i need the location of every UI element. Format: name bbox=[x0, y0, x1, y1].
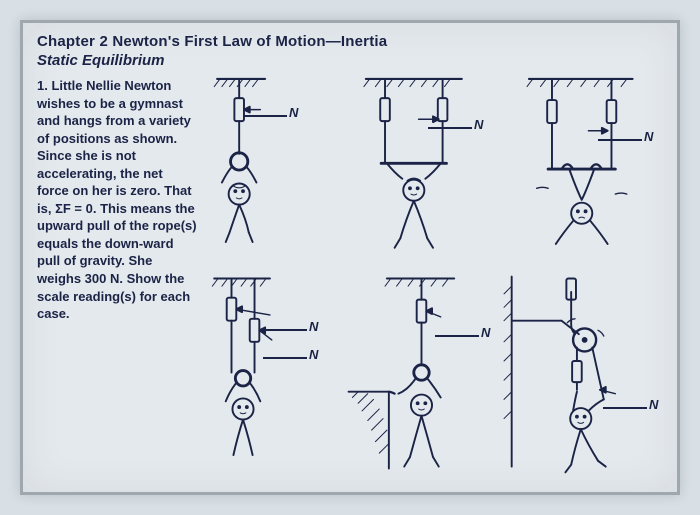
figure-5-cliff bbox=[349, 279, 455, 469]
figure-4-two-ropes bbox=[212, 279, 271, 456]
section-subheading: Static Equilibrium bbox=[37, 52, 663, 69]
blank-label-2: N bbox=[428, 117, 483, 132]
chapter-number: Chapter 2 bbox=[37, 33, 108, 50]
content-columns: 1. Little Nellie Newton wishes to be a g… bbox=[37, 77, 663, 480]
blank-label-1: N bbox=[243, 105, 298, 120]
problem-number: 1. bbox=[37, 78, 48, 93]
problem-text: Little Nellie Newton wishes to be a gymn… bbox=[37, 78, 197, 321]
figure-6-pulley bbox=[504, 277, 615, 473]
physics-diagrams-svg bbox=[203, 77, 663, 480]
blank-label-4b: N bbox=[263, 347, 318, 362]
chapter-title: Newton's First Law of Motion—Inertia bbox=[112, 33, 387, 50]
figure-2-trapeze bbox=[364, 79, 462, 248]
figure-3-upside-down bbox=[527, 79, 633, 244]
blank-label-4a: N bbox=[263, 319, 318, 334]
chapter-heading: Chapter 2 Newton's First Law of Motion—I… bbox=[37, 33, 663, 50]
blank-label-3: N bbox=[598, 129, 653, 144]
figure-1-single-rope bbox=[214, 79, 265, 242]
blank-label-6: N bbox=[603, 397, 658, 412]
blank-label-5: N bbox=[435, 325, 490, 340]
diagram-area: N N N N N N N bbox=[203, 77, 663, 480]
worksheet-frame: Chapter 2 Newton's First Law of Motion—I… bbox=[20, 20, 680, 495]
problem-statement: 1. Little Nellie Newton wishes to be a g… bbox=[37, 77, 203, 480]
